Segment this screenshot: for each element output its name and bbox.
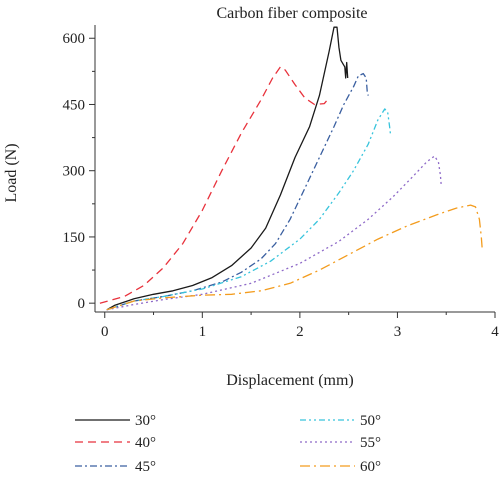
legend-label: 45° [135,459,156,475]
x-tick-label: 0 [101,324,109,340]
chart-title: Carbon fiber composite [216,5,367,22]
x-tick-label: 3 [394,324,402,340]
y-axis-ticks: 0 150 300 450 600 [63,31,95,312]
x-axis-label: Displacement (mm) [226,372,354,389]
legend: 30° 40° 45° 50° 55° 60° [75,413,381,475]
series-line-1 [106,26,349,311]
plot-series [99,26,483,311]
series-line-5 [106,155,442,311]
legend-label: 55° [360,435,381,451]
x-tick-label: 4 [491,324,499,340]
axes [94,25,495,313]
y-tick-label: 450 [63,97,86,113]
y-tick-label: 300 [63,164,86,180]
y-tick-label: 0 [78,296,86,312]
legend-label: 50° [360,413,381,429]
series-line-2 [99,66,328,304]
series-line-4 [106,108,392,311]
series-line-6 [106,204,483,311]
y-tick-label: 600 [63,31,86,47]
y-tick-label: 150 [63,230,86,246]
y-axis-label: Load (N) [3,143,20,202]
x-axis-ticks: 0 1 2 3 4 [101,312,499,340]
legend-label: 30° [135,413,156,429]
x-tick-label: 1 [199,324,207,340]
x-tick-label: 2 [296,324,304,340]
legend-label: 60° [360,459,381,475]
legend-label: 40° [135,435,156,451]
series-line-3 [106,72,369,311]
